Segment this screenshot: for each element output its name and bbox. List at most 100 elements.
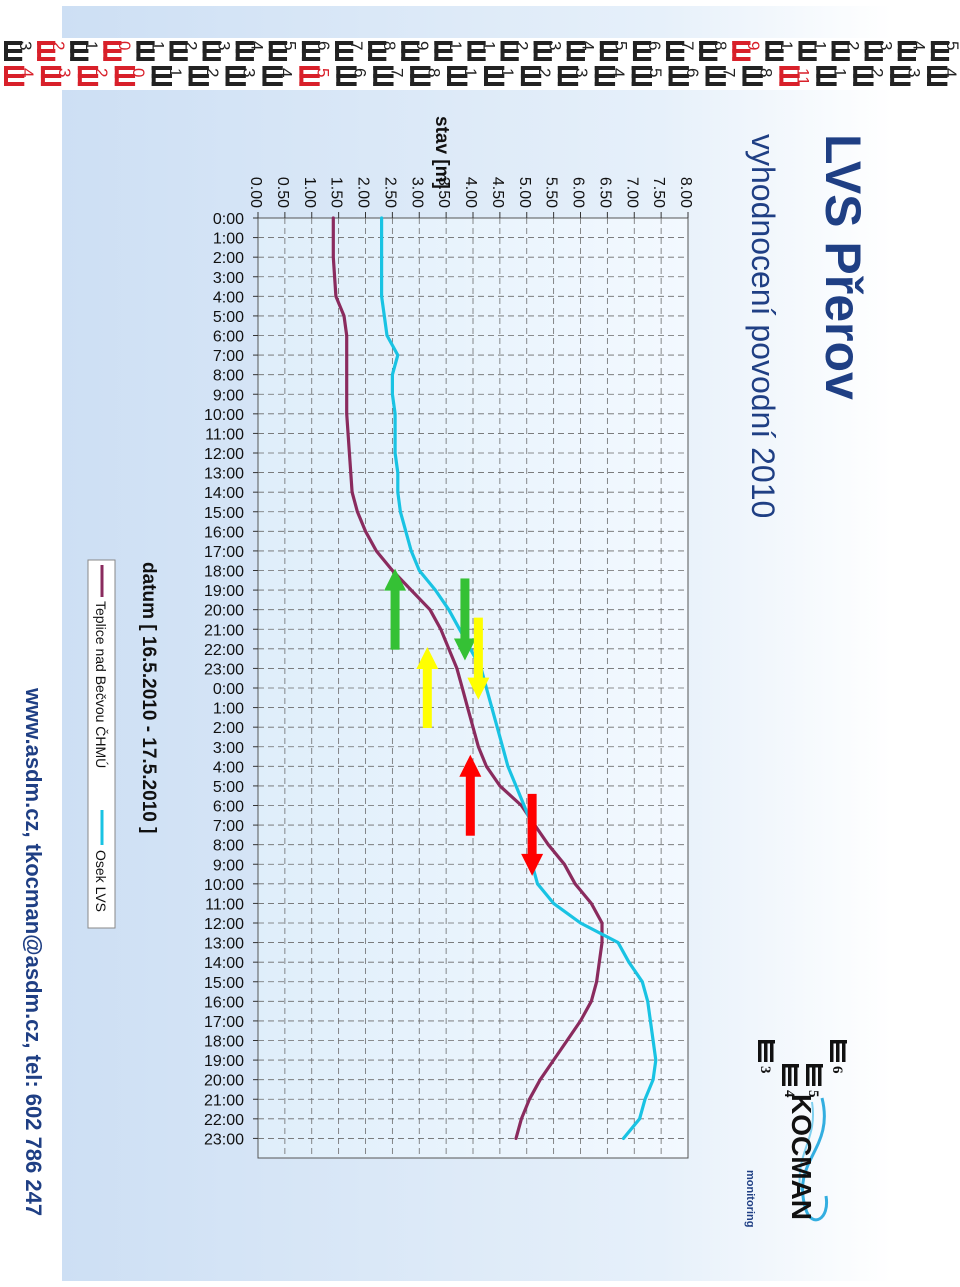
arrow-red-down-icon (521, 793, 544, 876)
ruler-segment-lower: 1 (816, 66, 849, 86)
ruler-segment: 3 (202, 41, 233, 61)
ruler-digit: 4 (579, 41, 598, 50)
ruler-segment: 0 (103, 41, 134, 61)
x-tick-label: 9:00 (213, 857, 244, 874)
x-tick-label: 12:00 (204, 916, 244, 933)
ruler-digit: 7 (678, 41, 697, 50)
ruler-segment-lower: 2 (77, 66, 111, 86)
logo-digit: 5 (805, 1090, 821, 1098)
ruler-segment: 9 (401, 41, 432, 61)
ruler-digit: 5 (612, 41, 631, 50)
y-tick-label: 5.00 (516, 177, 533, 208)
x-tick-label: 0:00 (213, 681, 244, 698)
x-tick-label: 10:00 (204, 877, 244, 894)
ruler-digit: 3 (214, 41, 233, 50)
ruler-digit: 0 (115, 41, 134, 50)
ruler-digit: 4 (248, 41, 267, 50)
footer-contact: www.asdm.cz, tkocman@asdm.cz, tel: 602 7… (21, 687, 46, 1216)
ruler-segment-lower: 7 (705, 66, 739, 86)
y-tick-label: 1.00 (301, 177, 318, 208)
ruler-segment-lower: 2 (520, 66, 554, 86)
ruler-digit: 9 (744, 41, 763, 50)
x-tick-label: 7:00 (213, 348, 244, 365)
ruler-segment-lower: 0 (114, 66, 148, 86)
x-tick-label: 22:00 (204, 642, 244, 659)
ruler-digit: 1 (777, 41, 796, 50)
ruler-segment: 2 (831, 41, 862, 61)
ruler-digit: 0 (129, 68, 148, 77)
ruler-digit: 1 (446, 41, 465, 50)
y-tick-label: 7.00 (623, 177, 640, 208)
ruler-segment: 1 (136, 41, 167, 61)
ruler-segment-lower: 3 (557, 66, 591, 86)
y-tick-label: 5.50 (543, 177, 560, 208)
ruler-digit: 7 (347, 41, 366, 50)
ruler-digit: 1 (166, 68, 185, 77)
page-subtitle: vyhodnocení povodní 2010 (745, 134, 781, 518)
logo-digit: 3 (757, 1066, 773, 1074)
ruler-digit: 1 (810, 41, 829, 50)
y-tick-label: 1.50 (328, 177, 345, 208)
y-tick-label: 7.50 (650, 177, 667, 208)
ruler-digit: 1 (479, 41, 498, 50)
y-axis-label: stav [m] (431, 116, 452, 189)
legend: Teplice nad Bečvou ČHMÚ Osek LVS (87, 559, 116, 929)
ruler-digit: 2 (512, 41, 531, 50)
x-tick-label: 2:00 (213, 250, 244, 267)
ruler-segment-lower: 1 (484, 66, 517, 86)
ruler-digit: 4 (18, 68, 37, 77)
x-tick-label: 2:00 (213, 720, 244, 737)
ruler-digit: 1 (498, 68, 517, 77)
x-tick-label: 1:00 (213, 231, 244, 248)
ruler-segment-lower: 4 (262, 66, 296, 86)
ruler-digit: 6 (683, 68, 702, 77)
x-tick-label: 6:00 (213, 329, 244, 346)
ruler-segment-lower: 4 (4, 66, 37, 86)
y-tick-label: 3.50 (435, 177, 452, 208)
ruler-digit: 4 (609, 68, 628, 77)
ruler-segment-lower: 7 (373, 66, 406, 86)
x-tick-label: 19:00 (204, 1053, 244, 1070)
logo-swoosh-icon (801, 1097, 829, 1222)
ruler-segment: 3 (864, 41, 896, 61)
x-tick-label: 17:00 (204, 544, 244, 561)
x-tick-label: 1:00 (213, 701, 244, 718)
ruler-digit: 3 (572, 68, 591, 77)
y-tick-label: 6.50 (596, 177, 613, 208)
logo-digit-mark: 5 (805, 1064, 823, 1098)
ruler-digit: 4 (910, 41, 929, 50)
ruler-segment: 3 (4, 41, 35, 61)
ruler-segment: 5 (930, 41, 960, 61)
arrow-yellow-up-icon (416, 647, 439, 728)
x-tick-label: 16:00 (204, 994, 244, 1011)
x-tick-label: 9:00 (213, 387, 244, 404)
ruler-digit: 4 (277, 68, 296, 77)
ruler-digit: 3 (546, 41, 565, 50)
logo-digit-mark: 6 (829, 1040, 847, 1074)
x-tick-label: 18:00 (204, 564, 244, 581)
ruler-digit: 5 (646, 68, 665, 77)
x-tick-label: 8:00 (213, 368, 244, 385)
ruler-segment-lower: 4 (594, 66, 628, 86)
logo-digit-mark: 4 (781, 1064, 799, 1098)
legend-label-teplice: Teplice nad Bečvou ČHMÚ (93, 601, 109, 768)
ruler-segment: 6 (301, 41, 333, 61)
y-tick-label: 0.00 (247, 177, 264, 208)
ruler-segment: 1 (467, 41, 498, 61)
ruler-segment: 7 (666, 41, 697, 61)
chart: 0.00 0.50 1.00 1.50 2.00 2.50 3.00 3.50 4.00 4.50… (87, 116, 694, 1159)
ruler-digit: 2 (843, 41, 862, 50)
gridlines (258, 218, 688, 1158)
x-axis-label: datum [ 16.5.2010 - 17.5.2010 ] (138, 562, 159, 833)
x-tick-label: 20:00 (204, 1073, 244, 1090)
ruler-segment: 1 (70, 41, 101, 61)
ruler-digit: 2 (867, 68, 886, 77)
ruler-digit: 8 (380, 41, 399, 50)
ruler-digit: 3 (16, 41, 35, 50)
ruler-segment-lower: 5 (631, 66, 665, 86)
ruler-segment-lower: 8 (742, 66, 776, 86)
x-tick-label: 21:00 (204, 622, 244, 639)
logo-brand: KOCMAN (786, 1094, 817, 1220)
x-tick-label: 6:00 (213, 799, 244, 816)
